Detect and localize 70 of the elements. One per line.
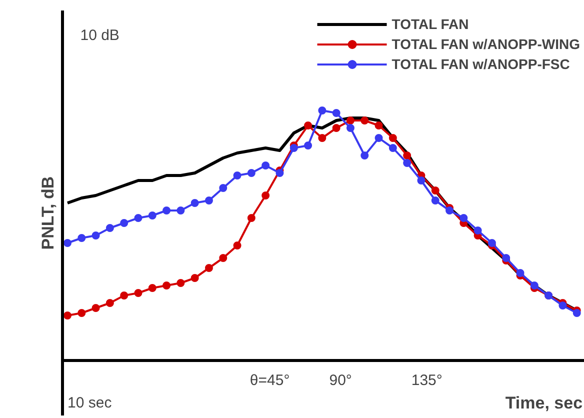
point bbox=[488, 239, 496, 247]
point bbox=[502, 254, 510, 262]
point bbox=[262, 162, 270, 170]
point bbox=[530, 282, 538, 290]
point bbox=[446, 206, 454, 214]
point bbox=[417, 176, 426, 184]
point bbox=[120, 219, 128, 227]
x-axis-title: Time, sec bbox=[505, 394, 583, 412]
point bbox=[262, 192, 270, 200]
point bbox=[92, 232, 100, 240]
point bbox=[78, 309, 86, 317]
legend-label: TOTAL FAN w/ANOPP-WING bbox=[392, 35, 580, 53]
point bbox=[92, 304, 100, 312]
point bbox=[318, 134, 326, 142]
text: 10 dB bbox=[80, 27, 120, 44]
point bbox=[63, 239, 72, 247]
point bbox=[431, 186, 440, 194]
point bbox=[176, 279, 185, 287]
point bbox=[148, 212, 156, 220]
legend-label: TOTAL FAN w/ANOPP-FSC bbox=[392, 55, 570, 73]
point bbox=[516, 269, 524, 277]
point bbox=[374, 122, 383, 130]
point bbox=[120, 292, 128, 300]
point bbox=[233, 172, 242, 180]
point bbox=[332, 109, 340, 117]
point bbox=[233, 242, 242, 250]
point bbox=[219, 254, 228, 262]
point bbox=[388, 144, 397, 152]
point bbox=[332, 124, 340, 132]
point bbox=[290, 144, 298, 152]
point bbox=[360, 152, 369, 160]
point bbox=[403, 152, 412, 160]
point bbox=[346, 124, 354, 132]
point bbox=[162, 282, 171, 290]
point bbox=[247, 169, 256, 177]
y-axis-title: PNLT, dB bbox=[38, 176, 58, 250]
point bbox=[106, 224, 114, 232]
point bbox=[148, 284, 156, 292]
point bbox=[106, 299, 114, 307]
point bbox=[190, 199, 199, 207]
point bbox=[558, 302, 567, 310]
point bbox=[374, 134, 383, 142]
point bbox=[176, 206, 185, 214]
point bbox=[63, 312, 72, 320]
point bbox=[360, 116, 369, 124]
point bbox=[78, 234, 86, 242]
point bbox=[403, 159, 412, 167]
text: 135° bbox=[411, 372, 442, 389]
point bbox=[219, 184, 228, 192]
point bbox=[204, 196, 213, 204]
point bbox=[190, 274, 199, 282]
point bbox=[388, 134, 397, 142]
point bbox=[346, 116, 354, 124]
point bbox=[460, 214, 468, 222]
point bbox=[204, 264, 213, 272]
point bbox=[474, 226, 482, 234]
point bbox=[276, 169, 284, 177]
text: 10 sec bbox=[67, 394, 112, 412]
point bbox=[247, 214, 256, 222]
point bbox=[304, 122, 312, 130]
point bbox=[318, 106, 326, 114]
legend-label: TOTAL FAN bbox=[392, 15, 469, 33]
point bbox=[572, 309, 581, 317]
point bbox=[162, 206, 171, 214]
point bbox=[304, 142, 312, 150]
text: θ=45° bbox=[250, 372, 290, 389]
text: 90° bbox=[329, 372, 352, 389]
point bbox=[431, 196, 440, 204]
point bbox=[134, 289, 142, 297]
point bbox=[134, 214, 142, 222]
